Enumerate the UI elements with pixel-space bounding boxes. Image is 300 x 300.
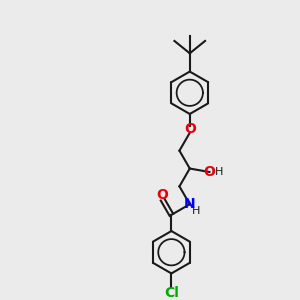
Text: Cl: Cl (164, 286, 179, 300)
Text: H: H (192, 206, 200, 216)
Text: O: O (184, 122, 196, 136)
Text: O: O (203, 165, 215, 179)
Text: N: N (184, 197, 196, 211)
Text: H: H (215, 167, 223, 177)
Text: O: O (157, 188, 169, 202)
